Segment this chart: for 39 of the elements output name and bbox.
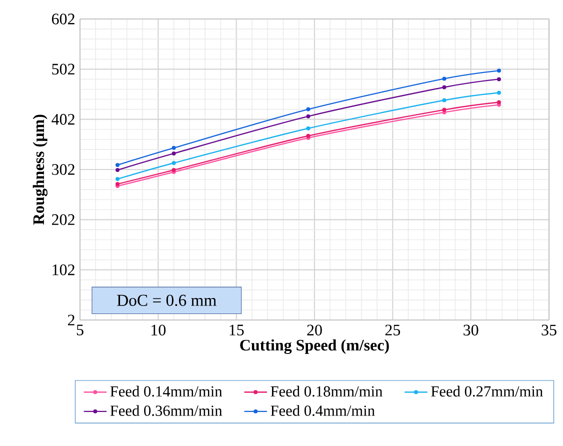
x-tick-label: 30	[464, 324, 478, 336]
y-axis-title: Roughness (µm)	[32, 114, 48, 225]
point	[442, 85, 446, 90]
x-tick-label: 15	[230, 324, 244, 336]
y-tick-label: 402	[52, 114, 74, 125]
point	[306, 107, 310, 112]
legend-label: Feed 0.18mm/min	[270, 386, 382, 397]
legend-label: Feed 0.36mm/min	[110, 405, 222, 416]
point	[172, 151, 176, 156]
point	[496, 100, 501, 104]
legend-label: Feed 0.4mm/min	[270, 405, 375, 416]
point	[496, 90, 501, 95]
legend-label: Feed 0.27mm/min	[431, 386, 543, 397]
point	[116, 177, 120, 182]
point	[116, 162, 120, 167]
point	[172, 160, 176, 165]
annotation: DoC = 0.6 mm	[117, 294, 216, 306]
x-tick-label: 35	[542, 324, 556, 336]
point	[496, 77, 501, 82]
y-tick-label: 102	[52, 264, 74, 276]
y-tick-label: 2	[68, 314, 74, 326]
x-tick-label: 20	[307, 324, 322, 336]
point	[306, 126, 310, 130]
point	[442, 76, 446, 81]
x-tick-label: 25	[385, 324, 400, 336]
x-tick-label: 5	[76, 324, 84, 336]
point	[172, 146, 176, 150]
x-tick-label: 10	[152, 324, 166, 336]
point	[116, 168, 120, 172]
y-tick-label: 602	[52, 14, 74, 24]
legend-label: Feed 0.14mm/min	[110, 386, 222, 397]
y-tick-label: 302	[52, 164, 74, 175]
x-axis-title: Cutting Speed (m/sec)	[240, 339, 389, 354]
y-tick-label: 502	[52, 64, 74, 75]
point	[442, 98, 446, 102]
point	[442, 108, 446, 112]
y-tick-label: 202	[52, 214, 74, 226]
point	[306, 114, 310, 118]
point	[496, 68, 501, 73]
